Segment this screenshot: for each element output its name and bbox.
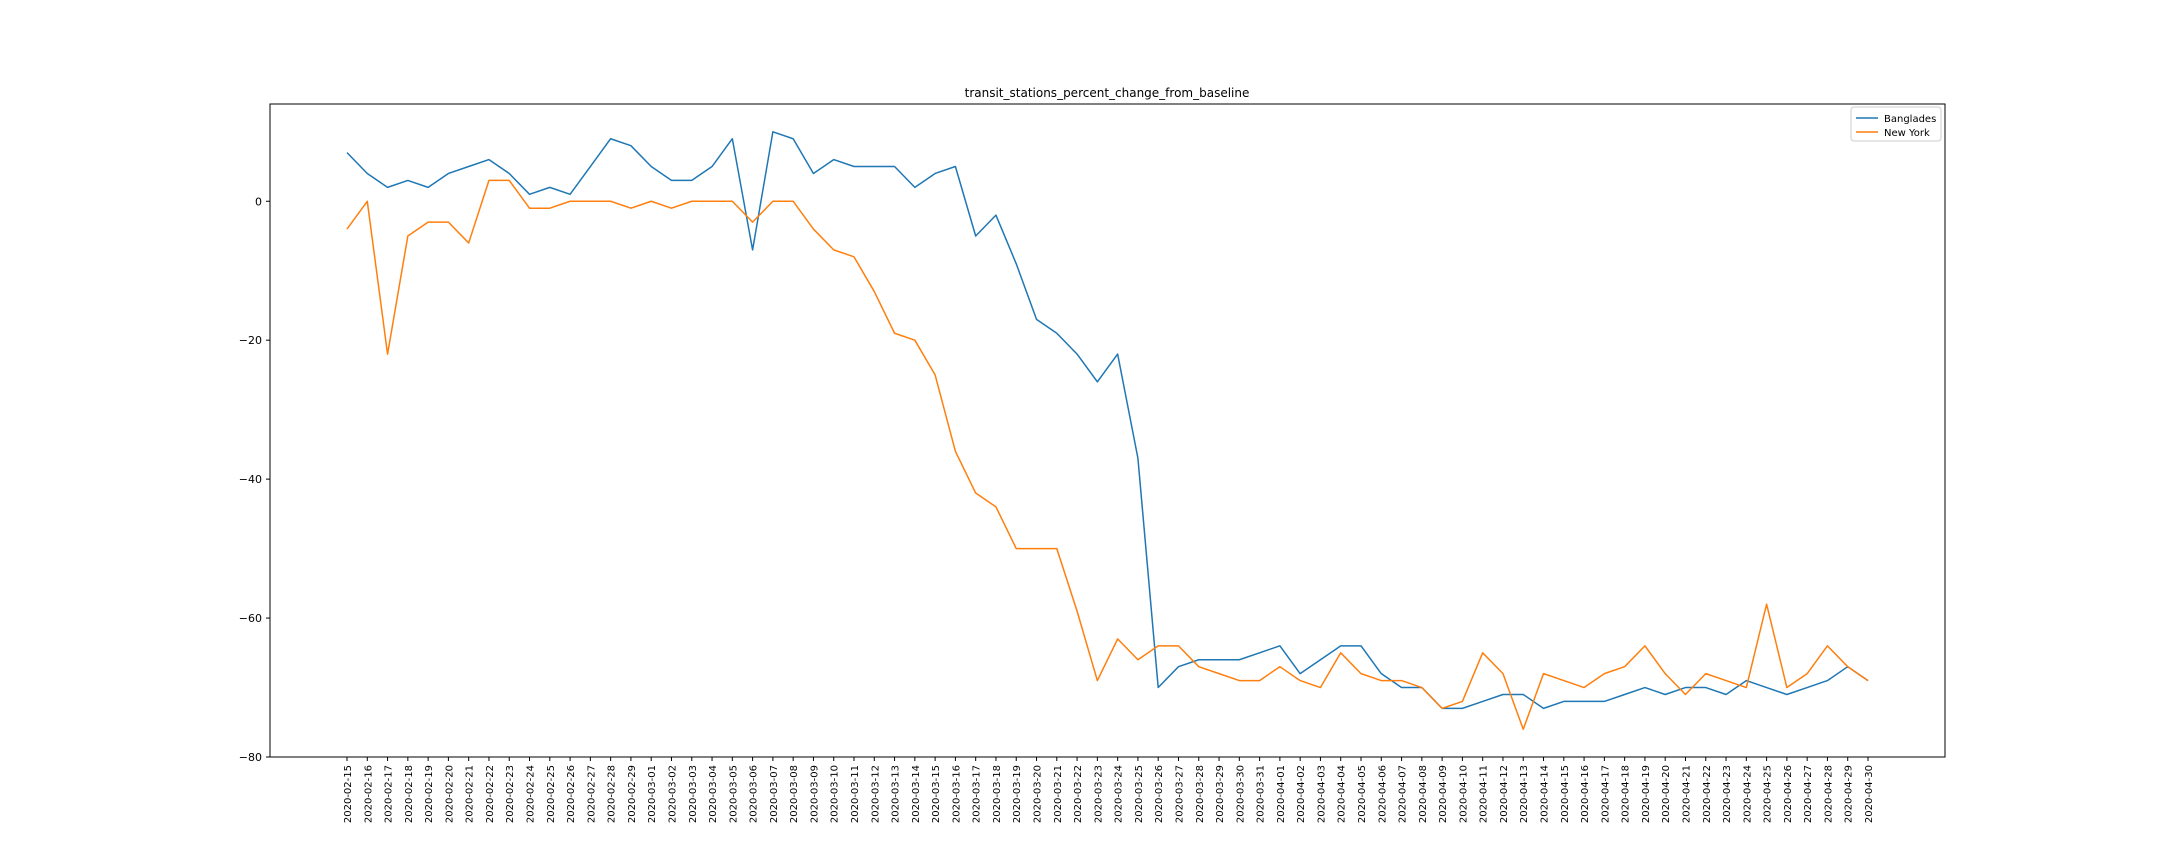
y-axis: 0 −20 −40 −60 −80	[239, 195, 270, 764]
x-tick-label: 2020-04-14	[1540, 765, 1551, 823]
x-tick-label: 2020-04-21	[1681, 765, 1692, 823]
x-tick-label: 2020-04-19	[1641, 765, 1652, 823]
x-tick-label: 2020-03-21	[1053, 765, 1064, 823]
x-tick-label: 2020-02-16	[363, 765, 374, 823]
x-tick-label: 2020-03-09	[809, 765, 820, 823]
plot-frame	[269, 103, 1946, 758]
x-tick-label: 2020-04-05	[1357, 765, 1368, 823]
x-tick-label: 2020-03-24	[1114, 765, 1125, 823]
y-tick-label: −40	[239, 473, 262, 486]
y-tick-label: −20	[239, 334, 262, 347]
x-tick-label: 2020-02-19	[424, 765, 435, 823]
x-tick-label: 2020-04-28	[1823, 765, 1834, 823]
x-tick-label: 2020-03-13	[891, 765, 902, 823]
x-tick-label: 2020-03-30	[1235, 765, 1246, 823]
x-tick-label: 2020-04-30	[1864, 765, 1875, 823]
x-tick-label: 2020-03-23	[1093, 765, 1104, 823]
x-tick-label: 2020-03-17	[972, 765, 983, 823]
x-tick-label: 2020-02-25	[546, 765, 557, 823]
x-tick-label: 2020-04-03	[1316, 765, 1327, 823]
x-tick-label: 2020-02-28	[607, 765, 618, 823]
x-tick-label: 2020-04-11	[1479, 765, 1490, 823]
x-tick-label: 2020-03-26	[1154, 765, 1165, 823]
x-tick-label: 2020-02-29	[627, 765, 638, 823]
x-tick-label: 2020-04-18	[1621, 765, 1632, 823]
x-tick-label: 2020-04-13	[1519, 765, 1530, 823]
x-tick-label: 2020-02-15	[343, 765, 354, 823]
x-tick-label: 2020-02-24	[526, 765, 537, 823]
x-tick-label: 2020-04-15	[1560, 765, 1571, 823]
x-tick-label: 2020-02-17	[384, 765, 395, 823]
x-tick-label: 2020-04-02	[1296, 765, 1307, 823]
x-tick-label: 2020-02-23	[505, 765, 516, 823]
x-tick-label: 2020-02-18	[404, 765, 415, 823]
x-axis: 2020-02-15 2020-02-16 2020-02-17 2020-02-18…	[343, 757, 1875, 823]
x-tick-label: 2020-04-17	[1600, 765, 1611, 823]
x-tick-label: 2020-02-26	[566, 765, 577, 823]
x-tick-label: 2020-02-22	[485, 765, 496, 823]
y-tick-label: −60	[239, 612, 262, 625]
x-tick-label: 2020-03-28	[1195, 765, 1206, 823]
x-tick-label: 2020-04-10	[1458, 765, 1469, 823]
chart-title: transit_stations_percent_change_from_bas…	[965, 86, 1250, 100]
x-tick-label: 2020-04-24	[1742, 765, 1753, 823]
x-tick-label: 2020-04-06	[1377, 765, 1388, 823]
y-tick-label: 0	[255, 195, 262, 208]
x-tick-label: 2020-03-05	[728, 765, 739, 823]
series-line	[346, 179, 1869, 730]
x-tick-label: 2020-04-27	[1803, 765, 1814, 823]
x-tick-label: 2020-04-12	[1499, 765, 1510, 823]
x-tick-label: 2020-04-22	[1702, 765, 1713, 823]
x-tick-label: 2020-04-09	[1438, 765, 1449, 823]
x-tick-label: 2020-04-25	[1763, 765, 1774, 823]
x-tick-label: 2020-03-16	[951, 765, 962, 823]
x-tick-label: 2020-04-23	[1722, 765, 1733, 823]
x-tick-label: 2020-03-04	[708, 765, 719, 823]
x-tick-label: 2020-03-15	[931, 765, 942, 823]
series-1	[346, 179, 1869, 730]
x-tick-label: 2020-03-31	[1256, 765, 1267, 823]
x-tick-label: 2020-03-11	[850, 765, 861, 823]
x-tick-label: 2020-02-20	[444, 765, 455, 823]
x-tick-label: 2020-03-25	[1134, 765, 1145, 823]
x-tick-label: 2020-04-04	[1337, 765, 1348, 823]
y-tick-label: −80	[239, 751, 262, 764]
series-0	[346, 131, 1869, 710]
x-tick-label: 2020-04-08	[1418, 765, 1429, 823]
x-tick-label: 2020-04-01	[1276, 765, 1287, 823]
x-tick-label: 2020-03-14	[911, 765, 922, 823]
x-tick-label: 2020-03-10	[830, 765, 841, 823]
x-tick-label: 2020-03-01	[647, 765, 658, 823]
series-line	[346, 131, 1869, 710]
legend: Banglades New York	[1850, 106, 1942, 142]
x-tick-label: 2020-02-21	[465, 765, 476, 823]
x-tick-label: 2020-03-27	[1174, 765, 1185, 823]
x-tick-label: 2020-04-20	[1661, 765, 1672, 823]
legend-label: New York	[1884, 128, 1930, 139]
x-tick-label: 2020-03-12	[870, 765, 881, 823]
x-tick-label: 2020-02-27	[586, 765, 597, 823]
x-tick-label: 2020-03-19	[1012, 765, 1023, 823]
x-tick-label: 2020-03-20	[1033, 765, 1044, 823]
x-tick-label: 2020-03-18	[992, 765, 1003, 823]
x-tick-label: 2020-03-08	[789, 765, 800, 823]
x-tick-label: 2020-04-26	[1783, 765, 1794, 823]
x-tick-label: 2020-03-02	[667, 765, 678, 823]
x-tick-label: 2020-03-03	[688, 765, 699, 823]
series-layer	[346, 131, 1869, 730]
x-tick-label: 2020-04-07	[1398, 765, 1409, 823]
x-tick-label: 2020-04-29	[1844, 765, 1855, 823]
x-tick-label: 2020-04-16	[1580, 765, 1591, 823]
x-tick-label: 2020-03-22	[1073, 765, 1084, 823]
x-tick-label: 2020-03-29	[1215, 765, 1226, 823]
x-tick-label: 2020-03-07	[769, 765, 780, 823]
x-tick-label: 2020-03-06	[749, 765, 760, 823]
legend-label: Banglades	[1884, 114, 1936, 125]
